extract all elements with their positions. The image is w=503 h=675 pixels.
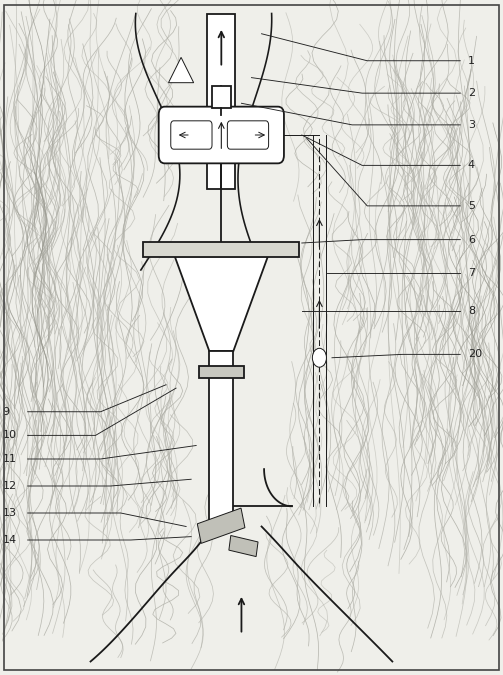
- Bar: [212, 86, 231, 108]
- Text: 9: 9: [3, 407, 10, 416]
- Text: 14: 14: [3, 535, 17, 545]
- Bar: [229, 535, 258, 557]
- Polygon shape: [169, 57, 194, 83]
- Text: 4: 4: [468, 161, 475, 170]
- Text: 7: 7: [468, 269, 475, 278]
- Bar: [199, 366, 244, 378]
- Text: 11: 11: [3, 454, 17, 464]
- Text: 5: 5: [468, 201, 475, 211]
- Bar: [209, 351, 233, 526]
- Text: 20: 20: [468, 350, 482, 359]
- Text: 1: 1: [468, 56, 475, 65]
- Bar: [197, 508, 245, 543]
- Bar: [207, 14, 235, 189]
- Circle shape: [312, 348, 326, 367]
- FancyBboxPatch shape: [159, 107, 284, 163]
- Polygon shape: [175, 256, 268, 351]
- Text: 12: 12: [3, 481, 17, 491]
- Text: 2: 2: [468, 88, 475, 98]
- Text: 3: 3: [468, 120, 475, 130]
- Bar: [143, 242, 299, 256]
- FancyBboxPatch shape: [227, 121, 269, 149]
- FancyBboxPatch shape: [171, 121, 212, 149]
- Text: 6: 6: [468, 235, 475, 244]
- Text: 10: 10: [3, 431, 17, 440]
- Text: 8: 8: [468, 306, 475, 315]
- Text: 13: 13: [3, 508, 17, 518]
